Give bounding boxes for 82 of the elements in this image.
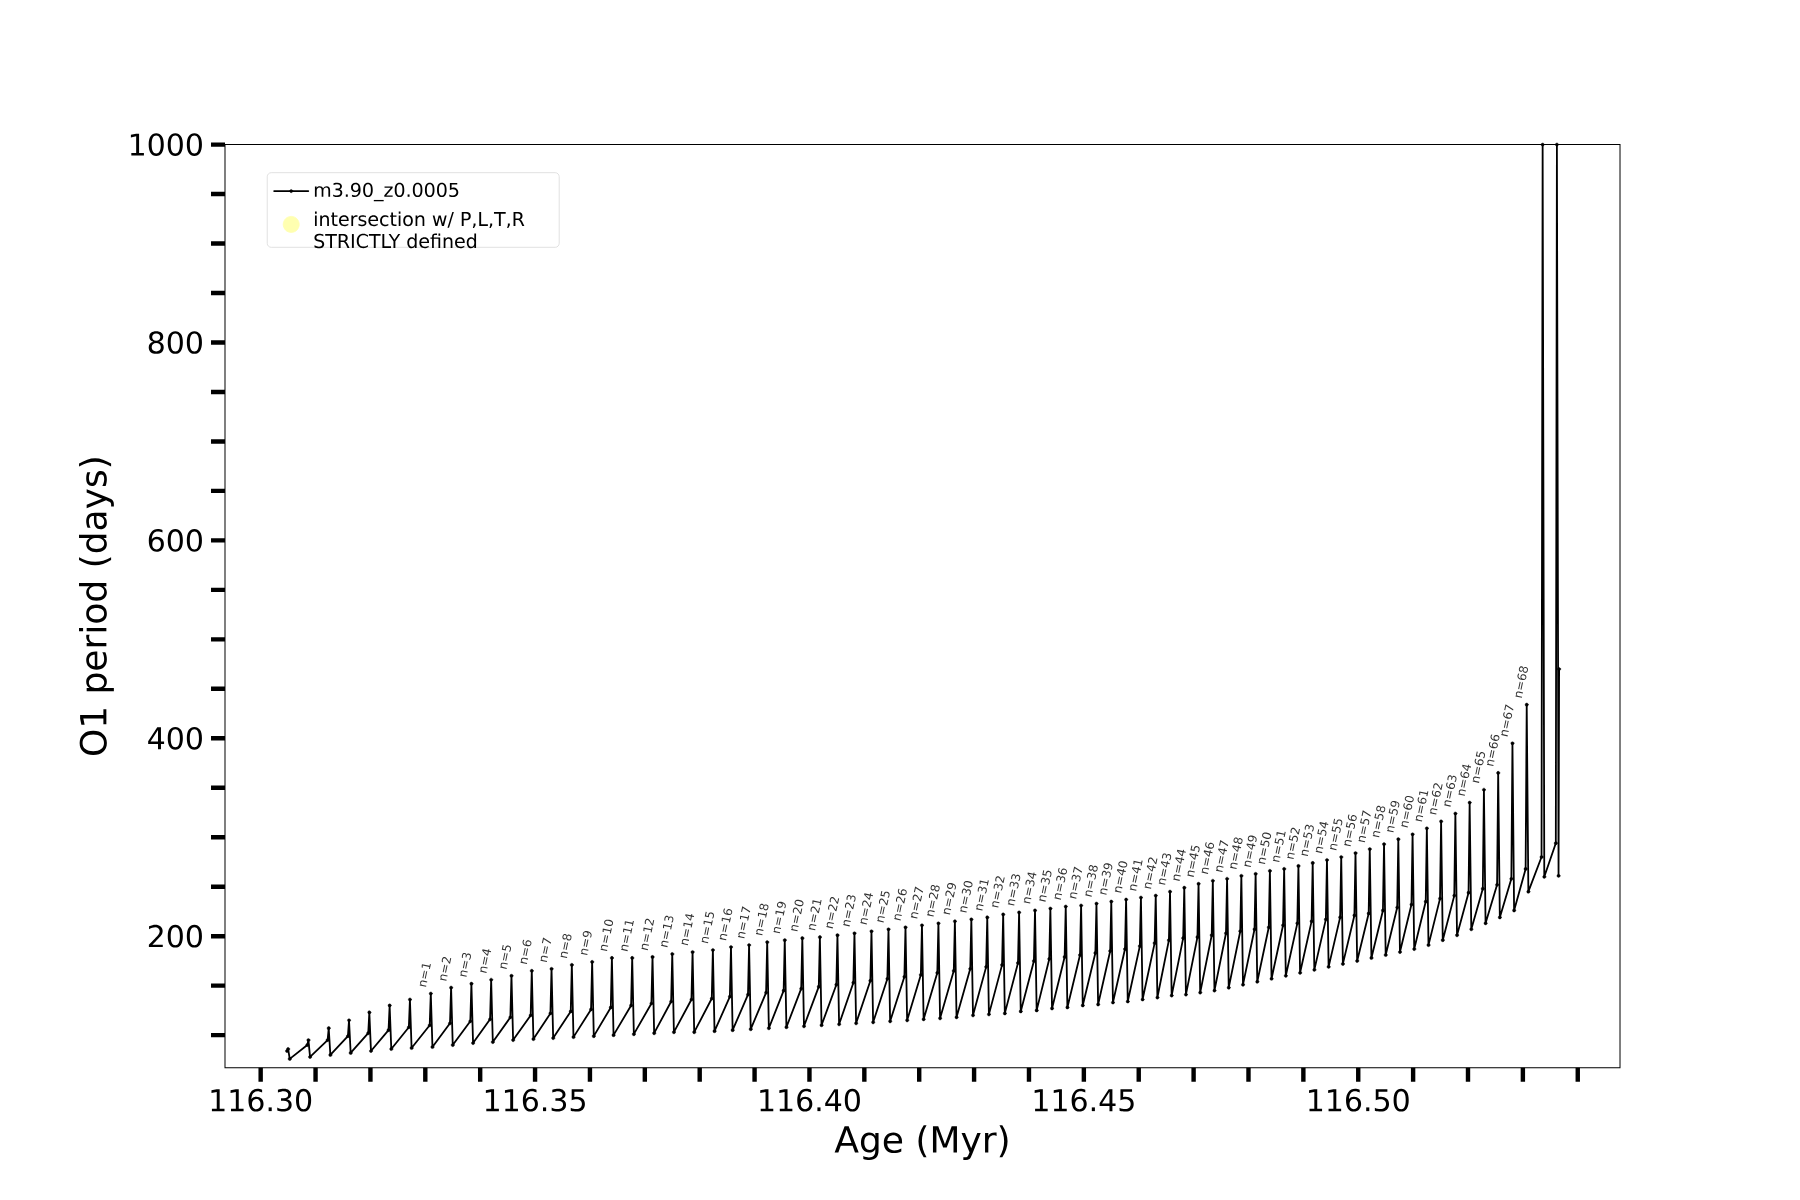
- annotation: n=32: [991, 876, 1005, 908]
- y-axis-title: O1 period (days): [79, 458, 114, 756]
- annotation: n=34: [1023, 872, 1037, 904]
- annotation: n=5: [500, 945, 511, 969]
- annotation: n=53: [1301, 824, 1314, 857]
- annotation: n=18: [755, 903, 769, 936]
- annotation: n=31: [976, 880, 989, 911]
- x-tick-label: 116.45: [1034, 1088, 1134, 1112]
- annotation: n=25: [877, 891, 890, 923]
- annotation: n=20: [791, 899, 804, 932]
- annotation: n=6: [520, 939, 532, 964]
- annotation: n=68: [1515, 666, 1528, 698]
- annotation: n=55: [1329, 818, 1343, 851]
- annotation: n=13: [661, 915, 674, 948]
- annotation: n=51: [1272, 831, 1286, 863]
- annotation: n=66: [1486, 734, 1500, 767]
- annotation: n=28: [927, 884, 940, 917]
- annotation: n=12: [641, 918, 655, 951]
- annotation: n=50: [1258, 832, 1272, 865]
- annotation: n=30: [960, 881, 973, 913]
- annotation: n=15: [701, 911, 714, 944]
- annotation: n=11: [621, 920, 634, 952]
- x-tick-label: 116.50: [1309, 1088, 1409, 1112]
- annotation: n=23: [843, 894, 856, 927]
- annotation: n=60: [1401, 795, 1414, 828]
- x-tick-label: 116.40: [760, 1088, 860, 1112]
- annotation: n=49: [1244, 835, 1257, 868]
- annotation: n=21: [808, 900, 822, 931]
- annotation: n=63: [1444, 775, 1457, 807]
- annotation: n=54: [1315, 822, 1329, 854]
- annotation: n=17: [738, 906, 751, 939]
- annotation: n=9: [580, 931, 592, 956]
- annotation: n=29: [943, 883, 956, 915]
- annotation: n=33: [1007, 874, 1021, 906]
- annotation: n=2: [440, 956, 452, 981]
- annotation: n=48: [1230, 837, 1243, 869]
- annotation: n=35: [1039, 870, 1052, 902]
- y-tick-label: 200: [148, 924, 202, 948]
- annotation: n=41: [1129, 860, 1143, 891]
- annotation: n=62: [1429, 783, 1443, 815]
- x-axis-title: Age (Myr): [834, 1125, 1008, 1161]
- annotation: n=7: [540, 937, 552, 963]
- annotation: n=14: [681, 914, 695, 946]
- annotation: n=36: [1054, 868, 1067, 900]
- annotation: n=58: [1372, 805, 1386, 838]
- annotation: n=39: [1100, 863, 1113, 895]
- annotation: n=19: [773, 901, 786, 934]
- annotation: n=61: [1415, 791, 1429, 822]
- annotation: n=65: [1472, 751, 1486, 783]
- y-tick-label: 800: [148, 331, 202, 354]
- legend-label: m3.90_z0.0005: [314, 182, 459, 202]
- annotation: n=3: [460, 952, 471, 977]
- legend-label: intersection w/ P,L,T,R STRICTLY defined: [314, 211, 525, 249]
- annotation: n=1: [419, 963, 431, 987]
- annotation: n=67: [1501, 704, 1514, 737]
- annotation: n=43: [1158, 853, 1172, 885]
- annotation: n=26: [894, 888, 907, 921]
- x-tick-label: 116.35: [485, 1088, 585, 1112]
- annotation: n=22: [826, 897, 840, 929]
- annotation: n=38: [1085, 865, 1098, 897]
- annotation: n=42: [1144, 857, 1158, 889]
- annotation: n=4: [480, 949, 492, 973]
- annotation: n=47: [1215, 840, 1229, 872]
- annotation: n=59: [1387, 800, 1400, 833]
- annotation: n=44: [1173, 849, 1186, 881]
- y-tick-label: 400: [148, 726, 202, 750]
- annotation: n=16: [719, 908, 733, 941]
- x-tick-label: 116.30: [211, 1088, 312, 1112]
- y-tick-label: 1000: [130, 133, 202, 156]
- annotation: n=10: [600, 919, 614, 952]
- annotation: n=24: [860, 893, 874, 925]
- annotation: n=37: [1069, 866, 1083, 899]
- annotation: n=57: [1358, 810, 1371, 843]
- annotation: n=8: [560, 933, 572, 959]
- y-tick-label: 600: [148, 529, 202, 552]
- annotation: n=52: [1287, 827, 1300, 860]
- annotation: n=40: [1114, 861, 1128, 893]
- annotation: n=45: [1187, 845, 1200, 877]
- annotation: n=64: [1458, 764, 1472, 796]
- annotation: n=46: [1201, 842, 1215, 874]
- annotation: n=27: [910, 886, 924, 919]
- annotation: n=56: [1344, 814, 1357, 847]
